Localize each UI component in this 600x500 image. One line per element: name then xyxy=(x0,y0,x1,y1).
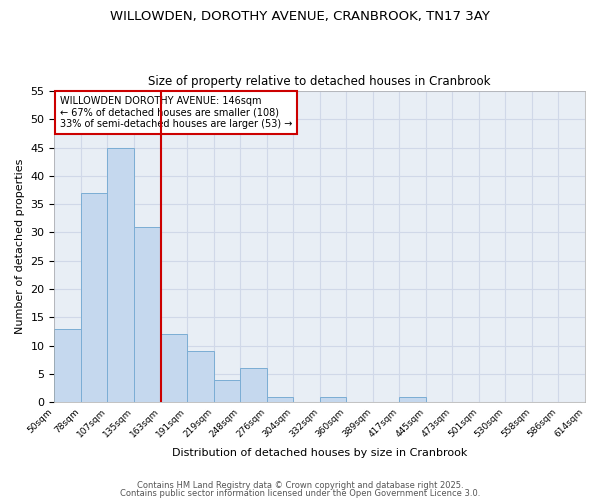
Bar xyxy=(81,193,107,402)
Text: Contains HM Land Registry data © Crown copyright and database right 2025.: Contains HM Land Registry data © Crown c… xyxy=(137,481,463,490)
Bar xyxy=(55,328,81,402)
Bar xyxy=(214,380,240,402)
Text: WILLOWDEN, DOROTHY AVENUE, CRANBROOK, TN17 3AY: WILLOWDEN, DOROTHY AVENUE, CRANBROOK, TN… xyxy=(110,10,490,23)
Bar xyxy=(134,227,161,402)
Title: Size of property relative to detached houses in Cranbrook: Size of property relative to detached ho… xyxy=(148,76,491,88)
Bar xyxy=(161,334,187,402)
Bar xyxy=(399,396,426,402)
Bar xyxy=(187,352,214,402)
Text: WILLOWDEN DOROTHY AVENUE: 146sqm
← 67% of detached houses are smaller (108)
33% : WILLOWDEN DOROTHY AVENUE: 146sqm ← 67% o… xyxy=(60,96,292,129)
Bar xyxy=(240,368,266,402)
Bar xyxy=(107,148,134,402)
Bar xyxy=(320,396,346,402)
X-axis label: Distribution of detached houses by size in Cranbrook: Distribution of detached houses by size … xyxy=(172,448,467,458)
Y-axis label: Number of detached properties: Number of detached properties xyxy=(15,159,25,334)
Bar xyxy=(266,396,293,402)
Text: Contains public sector information licensed under the Open Government Licence 3.: Contains public sector information licen… xyxy=(120,488,480,498)
